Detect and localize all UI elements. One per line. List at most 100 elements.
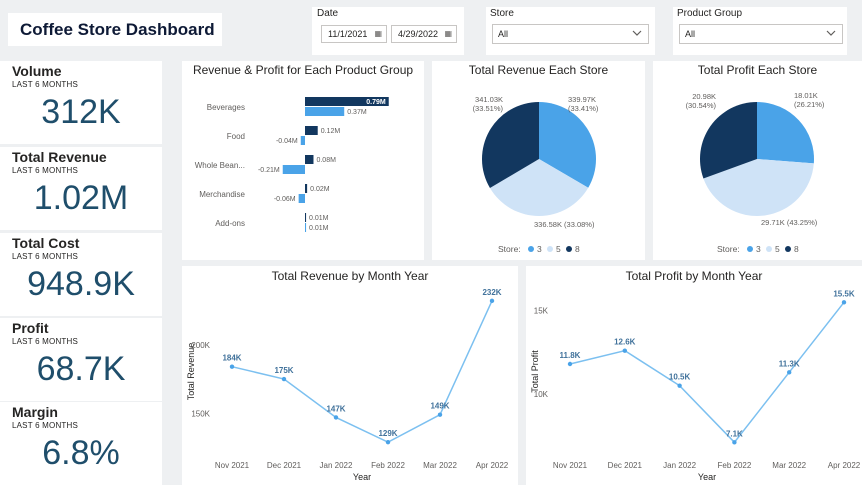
data-label: 15.5K [833, 289, 855, 298]
calendar-icon[interactable]: ▦ [374, 29, 382, 38]
kpi-title: Total Revenue [12, 149, 107, 165]
kpi-subtitle: LAST 6 MONTHS [12, 80, 79, 89]
data-point [229, 364, 235, 369]
product-group-dropdown-value: All [685, 29, 696, 39]
legend-label: 8 [575, 244, 580, 254]
series-line [569, 301, 845, 444]
data-label: 149K [430, 402, 449, 411]
category-label: Merchandise [199, 190, 245, 199]
chart-title: Total Revenue Each Store [468, 63, 609, 77]
x-tick-label: Nov 2021 [553, 461, 588, 470]
bar [305, 107, 345, 116]
data-point [787, 370, 792, 375]
data-label: -0.21M [258, 167, 280, 174]
kpi-title: Total Cost [12, 235, 80, 251]
x-tick-label: Feb 2022 [717, 461, 751, 470]
chart-title: Total Revenue by Month Year [271, 269, 429, 283]
data-point [732, 440, 737, 445]
chart-title: Revenue & Profit for Each Product Group [192, 63, 414, 77]
kpi-card-profit: Profit LAST 6 MONTHS 68.7K [0, 318, 162, 401]
bar [305, 213, 307, 222]
product-group-dropdown[interactable]: All [679, 24, 843, 44]
pie-slice [539, 102, 596, 188]
x-tick-label: Mar 2022 [423, 461, 457, 470]
data-label: 0.37M [347, 109, 367, 116]
slice-label: 29.71K (43.25%) [761, 218, 818, 227]
store-dropdown[interactable]: All [492, 24, 649, 44]
slice-percent: (33.41%) [568, 104, 599, 113]
product-group-bar-chart: Revenue & Profit for Each Product Group … [182, 61, 424, 260]
data-label: 232K [482, 288, 501, 297]
kpi-value: 1.02M [33, 179, 129, 217]
x-tick-label: Mar 2022 [772, 461, 806, 470]
y-tick-label: 15K [534, 307, 549, 316]
dashboard-title-card: Coffee Store Dashboard [8, 13, 222, 46]
slice-label: 341.03K [475, 95, 503, 104]
bar [305, 155, 314, 164]
x-tick-label: Nov 2021 [215, 461, 250, 470]
store-slicer-label: Store [490, 8, 514, 19]
kpi-subtitle: LAST 6 MONTHS [12, 421, 79, 430]
legend-label: 5 [556, 244, 561, 254]
pie-slice [482, 102, 539, 189]
data-label: 0.02M [310, 186, 330, 193]
product-group-slicer-label: Product Group [677, 8, 743, 19]
profit-pie-svg: 18.01K(26.21%) 29.71K (43.25%) 20.98K(30.5… [686, 91, 825, 254]
data-label: 0.01M [309, 225, 329, 232]
end-date-input[interactable]: 4/29/2022 ▦ [391, 25, 457, 43]
y-axis-title: Total Profit [530, 350, 540, 393]
legend-marker [547, 246, 553, 252]
data-label: 0.08M [316, 157, 336, 164]
start-date-input[interactable]: 11/1/2021 ▦ [321, 25, 387, 43]
data-point [437, 412, 443, 417]
category-label: Food [227, 132, 245, 141]
legend-marker [785, 246, 791, 252]
data-label: 10.5K [669, 373, 691, 382]
data-label: 0.79M [366, 99, 386, 106]
bar [305, 184, 308, 193]
data-label: 11.8K [560, 351, 581, 360]
kpi-subtitle: LAST 6 MONTHS [12, 337, 79, 346]
kpi-value: 68.7K [36, 350, 126, 388]
series-line [231, 300, 493, 443]
data-label: 147K [326, 404, 345, 413]
pie-slice [703, 159, 814, 216]
x-tick-label: Apr 2022 [828, 461, 861, 470]
kpi-card-total-revenue: Total Revenue LAST 6 MONTHS 1.02M [0, 147, 162, 230]
kpi-title: Volume [12, 63, 62, 79]
kpi-title: Profit [12, 320, 49, 336]
legend-label: 3 [756, 244, 761, 254]
data-point [567, 361, 573, 367]
y-tick-label: 200K [191, 341, 210, 350]
store-dropdown-value: All [498, 29, 509, 39]
kpi-card-margin: Margin LAST 6 MONTHS 6.8% [0, 402, 162, 485]
data-point [385, 439, 391, 445]
x-tick-label: Apr 2022 [476, 461, 509, 470]
data-point [489, 298, 495, 304]
data-point [281, 376, 287, 382]
date-slicer: Date 11/1/2021 ▦ 4/29/2022 ▦ [312, 7, 464, 55]
x-tick-label: Dec 2021 [608, 461, 643, 470]
x-tick-label: Jan 2022 [663, 461, 696, 470]
data-label: 129K [378, 429, 397, 438]
x-tick-label: Dec 2021 [267, 461, 302, 470]
x-axis-title: Year [353, 472, 371, 482]
chevron-down-icon [632, 30, 642, 36]
bar [300, 136, 305, 145]
revenue-pie-chart: Total Revenue Each Store 339.97K (33.41%)… [432, 61, 645, 260]
legend-marker [747, 246, 753, 252]
pie-slice [700, 102, 757, 179]
data-label: 11.3K [779, 359, 800, 368]
kpi-value: 948.9K [27, 265, 135, 303]
data-label: -0.06M [274, 196, 296, 203]
chart-title: Total Profit by Month Year [625, 269, 763, 283]
store-slicer: Store All [486, 7, 655, 55]
kpi-card-total-cost: Total Cost LAST 6 MONTHS 948.9K [0, 233, 162, 316]
kpi-value: 312K [41, 93, 121, 131]
calendar-icon[interactable]: ▦ [444, 29, 452, 38]
slice-label: 20.98K [692, 92, 716, 101]
slice-label: 339.97K [568, 95, 596, 104]
data-label: 184K [222, 354, 241, 363]
legend-marker [766, 246, 772, 252]
bar [305, 97, 389, 106]
